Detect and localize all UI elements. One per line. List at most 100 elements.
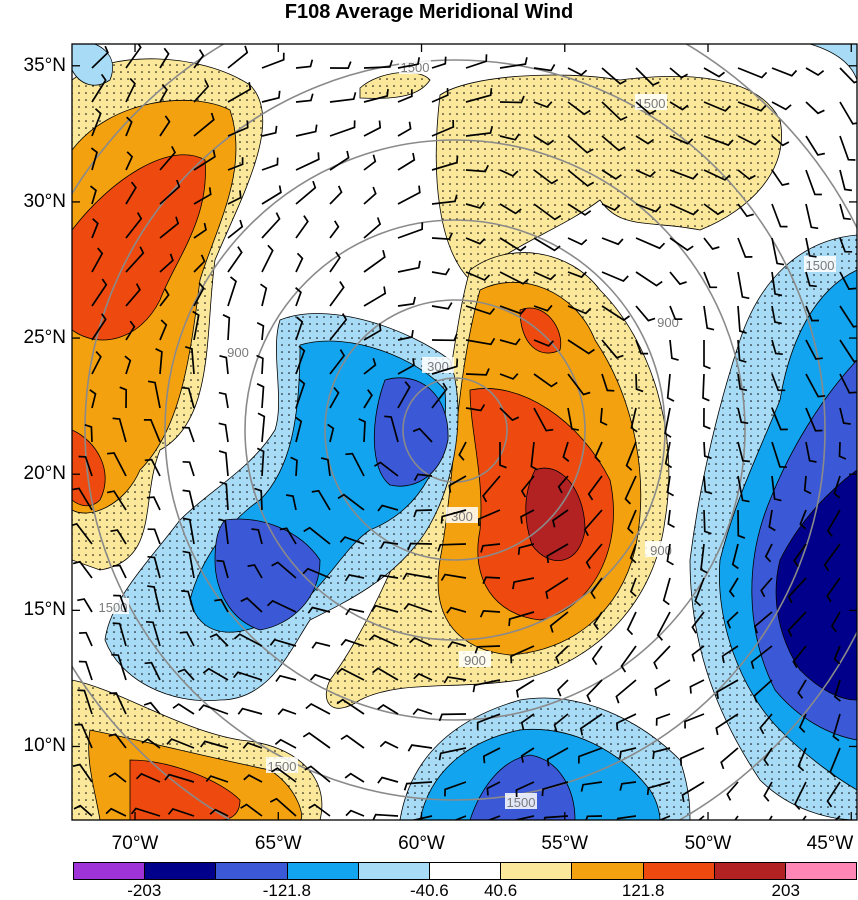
wind-barb: [397, 57, 421, 69]
wind-barb: [193, 222, 207, 239]
wind-barb: [266, 599, 297, 613]
wind-barb: [125, 151, 134, 171]
wind-barb: [465, 201, 485, 209]
wind-barb: [601, 373, 615, 392]
wind-barb: [147, 380, 161, 409]
wind-barb: [453, 815, 467, 820]
wind-barb: [499, 169, 519, 177]
longitude-label: 55°W: [541, 833, 589, 854]
wind-barb: [345, 452, 365, 477]
wind-barb: [227, 276, 237, 307]
wind-barb: [555, 645, 569, 665]
wind-barb: [219, 481, 229, 511]
wind-barb: [409, 636, 433, 647]
wind-barb: [447, 641, 467, 649]
wind-barb: [656, 611, 671, 641]
wind-barb: [839, 271, 857, 291]
wind-barb: [737, 237, 753, 258]
wind-barb: [771, 475, 782, 502]
wind-barb: [728, 577, 739, 598]
wind-barb: [759, 713, 773, 735]
wind-barb: [635, 237, 666, 250]
wind-barb: [520, 475, 535, 498]
wind-barb: [193, 254, 206, 273]
wind-barb: [77, 689, 93, 715]
wind-barb: [715, 713, 739, 736]
wind-barb: [261, 90, 281, 103]
wind-barb: [832, 713, 841, 742]
wind-barb: [499, 133, 520, 141]
wind-barb: [147, 528, 161, 545]
range-ring-label-bg-3: [459, 651, 491, 667]
wind-barb: [737, 441, 750, 463]
wind-barb: [703, 237, 720, 250]
wind-barb: [533, 63, 556, 72]
wind-barb: [159, 115, 171, 137]
wind-barb: [363, 323, 382, 341]
wind-barb: [533, 271, 557, 281]
wind-barb: [737, 373, 748, 392]
wind-barb: [654, 679, 671, 696]
wind-barb: [799, 509, 807, 530]
wind-barb: [159, 47, 170, 69]
wind-barb: [520, 713, 535, 730]
wind-barb: [594, 441, 603, 463]
wind-barb: [737, 271, 750, 300]
wind-barb: [839, 407, 851, 425]
wind-barb: [499, 407, 520, 422]
wind-barb: [666, 543, 674, 566]
wind-barb: [691, 611, 705, 634]
wind-barb: [159, 288, 170, 307]
wind-barb: [135, 772, 161, 783]
wind-barb: [549, 611, 569, 633]
wind-barb: [465, 305, 496, 315]
colorbar-swatch: [501, 863, 573, 879]
wind-barb: [499, 203, 522, 215]
wind-barb: [431, 267, 451, 276]
wind-barb: [703, 441, 712, 460]
wind-barb: [616, 815, 637, 820]
wind-barb: [533, 135, 555, 146]
wind-barb: [311, 489, 331, 511]
wind-barb: [768, 509, 776, 532]
wind-barb: [664, 441, 673, 469]
wind-barb: [329, 220, 340, 239]
wind-barb: [653, 645, 671, 670]
wind-barb: [669, 339, 679, 361]
wind-barb: [125, 212, 143, 239]
wind-barb: [363, 249, 386, 273]
wind-barb: [344, 772, 365, 783]
wind-barb: [431, 88, 449, 103]
wind-barb: [737, 67, 768, 79]
wind-barb: [591, 645, 603, 666]
wind-barb: [798, 713, 807, 733]
wind-barb: [144, 458, 161, 477]
wind-barb: [635, 67, 660, 87]
wind-barb: [91, 218, 99, 239]
wind-barb: [552, 509, 569, 528]
wind-barb: [363, 186, 377, 205]
wind-barb: [227, 190, 242, 205]
colorbar-label: -203: [127, 881, 162, 900]
wind-barb: [431, 302, 453, 310]
wind-barb: [329, 349, 346, 375]
wind-barb: [691, 645, 705, 662]
wind-barb: [601, 169, 622, 180]
wind-barb: [305, 702, 331, 715]
wind-barb: [826, 781, 841, 808]
wind-barb: [177, 668, 195, 681]
wind-barb: [438, 747, 467, 761]
wind-barb: [345, 607, 365, 616]
wind-barb: [397, 89, 413, 103]
wind-barb: [839, 305, 857, 328]
wind-barb: [805, 441, 817, 463]
wind-barb: [764, 543, 773, 563]
wind-barb: [512, 815, 535, 820]
wind-barb: [159, 253, 174, 273]
wind-barb: [363, 60, 393, 69]
colorbar-swatch: [785, 863, 857, 879]
wind-barb: [363, 88, 389, 103]
wind-barb: [805, 135, 825, 156]
wind-barb: [805, 271, 817, 288]
colorbar-label: -40.6: [409, 881, 449, 900]
